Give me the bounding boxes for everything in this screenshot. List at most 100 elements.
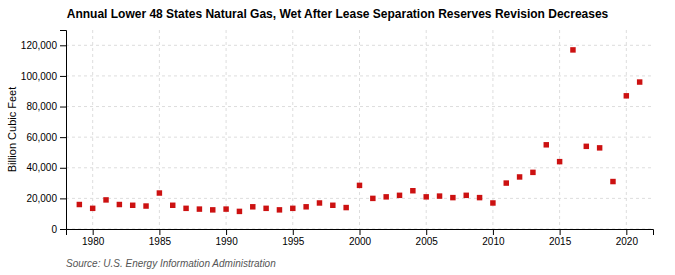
x-tick-mark bbox=[560, 229, 561, 235]
x-grid-line bbox=[626, 30, 627, 229]
x-axis: 1980 1985 1990 1995 2000 2005 2010 2015 2020 bbox=[67, 229, 654, 247]
point bbox=[370, 196, 375, 201]
y-tick: 0 bbox=[51, 224, 66, 235]
x-tick-label: 2020 bbox=[616, 236, 639, 247]
point bbox=[463, 193, 468, 198]
x-grid-line bbox=[559, 30, 560, 229]
x-tick: 2020 bbox=[616, 229, 639, 247]
point bbox=[637, 79, 642, 84]
point bbox=[570, 47, 575, 52]
point bbox=[170, 203, 175, 208]
point bbox=[504, 180, 509, 185]
point bbox=[330, 203, 335, 208]
y-tick-label: 100,000 bbox=[21, 71, 58, 82]
point bbox=[423, 194, 428, 199]
point bbox=[277, 207, 282, 212]
y-tick-mark bbox=[60, 107, 66, 108]
y-tick-label: 80,000 bbox=[26, 101, 57, 112]
point bbox=[343, 205, 348, 210]
point bbox=[237, 209, 242, 214]
point bbox=[410, 188, 415, 193]
x-tick: 2000 bbox=[349, 229, 372, 247]
title: Annual Lower 48 States Natural Gas, Wet … bbox=[67, 7, 609, 21]
y-tick: 120,000 bbox=[21, 40, 66, 51]
y-tick-label: 120,000 bbox=[21, 40, 58, 51]
point bbox=[263, 206, 268, 211]
y-tick-label: 20,000 bbox=[26, 193, 57, 204]
x-grid-line bbox=[92, 30, 93, 229]
point bbox=[223, 206, 228, 211]
y-tick: 20,000 bbox=[26, 193, 66, 204]
x-tick-label: 2015 bbox=[549, 236, 572, 247]
x-tick: 2005 bbox=[416, 229, 439, 247]
point bbox=[450, 195, 455, 200]
point bbox=[517, 174, 522, 179]
point bbox=[210, 207, 215, 212]
point bbox=[90, 206, 95, 211]
x-tick: 1990 bbox=[215, 229, 238, 247]
point bbox=[490, 200, 495, 205]
point bbox=[357, 183, 362, 188]
y-grid-line bbox=[66, 106, 653, 107]
y-axis-line bbox=[60, 31, 67, 230]
x-tick-label: 1985 bbox=[149, 236, 172, 247]
point bbox=[143, 203, 148, 208]
x-tick-mark bbox=[493, 229, 494, 235]
x-tick-mark bbox=[226, 229, 227, 235]
x-tick: 1980 bbox=[82, 229, 105, 247]
point bbox=[77, 202, 82, 207]
point bbox=[183, 206, 188, 211]
point bbox=[610, 179, 615, 184]
x-tick: 2010 bbox=[482, 229, 505, 247]
y-tick-mark bbox=[60, 45, 66, 46]
x-tick: 1985 bbox=[149, 229, 172, 247]
x-tick-label: 1980 bbox=[82, 236, 105, 247]
points bbox=[77, 47, 643, 214]
y-tick-label: 40,000 bbox=[26, 162, 57, 173]
x-tick-mark bbox=[426, 229, 427, 235]
x-tick: 2015 bbox=[549, 229, 572, 247]
x-tick-label: 2010 bbox=[482, 236, 505, 247]
y-tick: 40,000 bbox=[26, 162, 66, 173]
x-tick-mark bbox=[360, 229, 361, 235]
point bbox=[317, 200, 322, 205]
point bbox=[250, 204, 255, 209]
point bbox=[383, 194, 388, 199]
x-grid-line bbox=[492, 30, 493, 229]
point bbox=[477, 195, 482, 200]
y-grid-line bbox=[66, 75, 653, 76]
x-tick-mark bbox=[626, 229, 627, 235]
point bbox=[397, 193, 402, 198]
x-tick-label: 2000 bbox=[349, 236, 372, 247]
y-tick-mark bbox=[60, 137, 66, 138]
x-tick-mark bbox=[159, 229, 160, 235]
point bbox=[530, 170, 535, 175]
y-tick-label: 0 bbox=[51, 224, 57, 235]
y-tick: 80,000 bbox=[26, 101, 66, 112]
x-grid-line bbox=[359, 30, 360, 229]
point bbox=[597, 145, 602, 150]
grid bbox=[66, 30, 653, 229]
y-tick-label: 60,000 bbox=[26, 132, 57, 143]
y-tick-mark bbox=[60, 76, 66, 77]
point bbox=[624, 93, 629, 98]
y-tick: 100,000 bbox=[21, 71, 66, 82]
y-axis-title: Billion Cubic Feet bbox=[6, 87, 18, 173]
x-tick-mark bbox=[293, 229, 294, 235]
point bbox=[103, 197, 108, 202]
x-tick-label: 2005 bbox=[416, 236, 439, 247]
point bbox=[437, 193, 442, 198]
point bbox=[557, 159, 562, 164]
y-axis: 0 20,000 40,000 60,000 80,000 100,000 120,000 bbox=[21, 31, 67, 235]
y-tick-mark bbox=[60, 168, 66, 169]
x-tick-mark bbox=[93, 229, 94, 235]
chart: 1980 1985 1990 1995 2000 2005 2010 2015 2020 0 20,… bbox=[0, 0, 675, 275]
point bbox=[197, 206, 202, 211]
x-tick: 1995 bbox=[282, 229, 305, 247]
x-grid-line bbox=[292, 30, 293, 229]
point bbox=[117, 202, 122, 207]
y-tick: 60,000 bbox=[26, 132, 66, 143]
y-grid-line bbox=[66, 137, 653, 138]
point bbox=[130, 203, 135, 208]
source: Source: U.S. Energy Information Administ… bbox=[66, 258, 276, 269]
